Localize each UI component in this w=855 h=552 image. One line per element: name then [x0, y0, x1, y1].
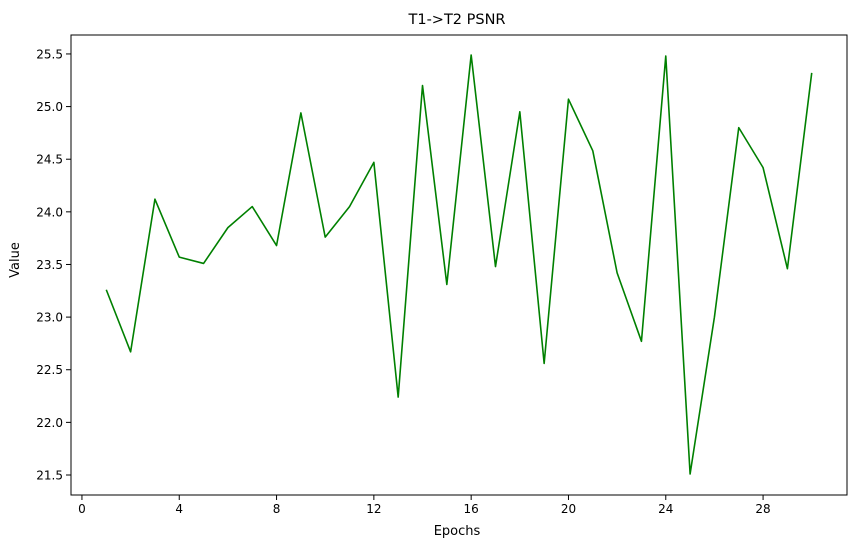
x-tick-label: 16	[464, 502, 479, 516]
x-axis-label: Epochs	[434, 524, 481, 539]
x-tick-label: 0	[78, 502, 86, 516]
y-tick-label: 23.0	[36, 311, 63, 325]
x-tick-label: 4	[175, 502, 183, 516]
y-tick-label: 22.5	[36, 363, 63, 377]
x-tick-label: 8	[273, 502, 281, 516]
x-tick-label: 12	[366, 502, 381, 516]
y-tick-label: 24.5	[36, 153, 63, 167]
y-tick-label: 23.5	[36, 258, 63, 272]
x-tick-label: 24	[658, 502, 673, 516]
y-tick-label: 25.0	[36, 100, 63, 114]
chart-title: T1->T2 PSNR	[407, 12, 505, 28]
y-axis-label: Value	[8, 242, 23, 278]
y-tick-label: 21.5	[36, 469, 63, 483]
x-tick-label: 28	[755, 502, 770, 516]
y-tick-label: 24.0	[36, 205, 63, 219]
x-tick-label: 20	[561, 502, 576, 516]
y-tick-label: 25.5	[36, 47, 63, 61]
y-tick-label: 22.0	[36, 416, 63, 430]
